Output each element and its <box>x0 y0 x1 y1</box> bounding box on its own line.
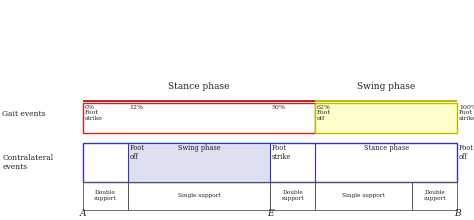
Text: Double
support: Double support <box>424 190 447 201</box>
Bar <box>412 182 457 210</box>
Bar <box>315 100 457 102</box>
Text: B: B <box>454 209 461 218</box>
Text: Single support: Single support <box>342 193 385 198</box>
Text: 100%
Foot
strike: 100% Foot strike <box>459 104 474 121</box>
Bar <box>83 182 128 210</box>
Text: 50%: 50% <box>272 104 286 110</box>
Text: Gait events: Gait events <box>2 110 46 118</box>
Text: Contralateral
events: Contralateral events <box>2 154 54 171</box>
Bar <box>83 143 457 182</box>
Text: Foot
off: Foot off <box>129 144 144 161</box>
Text: Double
support: Double support <box>281 190 304 201</box>
Text: Foot
off: Foot off <box>459 144 474 161</box>
Text: Swing phase: Swing phase <box>178 144 220 152</box>
Bar <box>83 103 315 133</box>
Text: Stance phase: Stance phase <box>364 144 409 152</box>
Bar <box>315 103 457 133</box>
Text: A: A <box>80 209 86 218</box>
Bar <box>315 182 412 210</box>
Text: 62%
Foot
off: 62% Foot off <box>317 104 330 121</box>
Text: Stance phase: Stance phase <box>168 82 230 91</box>
Text: 0%
Foot
strike: 0% Foot strike <box>84 104 102 121</box>
Bar <box>270 182 315 210</box>
Bar <box>128 143 270 182</box>
Text: 12%: 12% <box>129 104 143 110</box>
Text: Swing phase: Swing phase <box>357 82 415 91</box>
Text: Single support: Single support <box>178 193 220 198</box>
Bar <box>83 100 315 102</box>
Text: Double
support: Double support <box>94 190 117 201</box>
Text: Foot
strike: Foot strike <box>272 144 291 161</box>
Text: E: E <box>267 209 273 218</box>
Bar <box>128 182 270 210</box>
